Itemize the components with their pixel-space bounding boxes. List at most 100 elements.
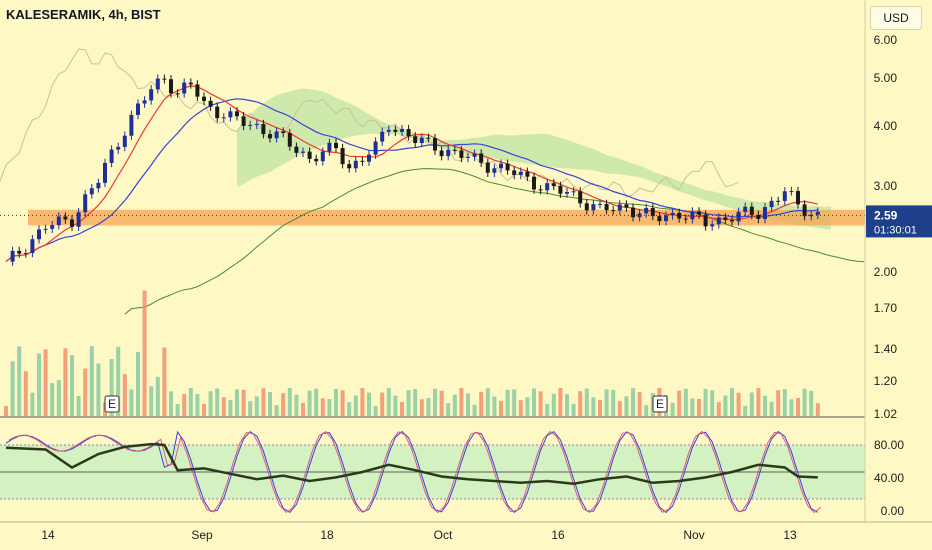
candle-body — [215, 106, 220, 119]
volume-bar — [301, 402, 305, 416]
candle-body — [525, 171, 530, 177]
volume-bar — [472, 404, 477, 416]
volume-bar — [571, 403, 576, 416]
volume-bar — [505, 389, 510, 416]
volume-bar — [499, 400, 503, 416]
candle-body — [683, 218, 688, 220]
currency-button[interactable]: USD — [870, 6, 922, 30]
candle-body — [617, 204, 622, 211]
volume-bar — [466, 393, 470, 416]
candle-body — [76, 212, 81, 227]
volume-bar — [10, 361, 15, 416]
volume-bar — [763, 395, 767, 416]
volume-bar — [446, 403, 451, 416]
candle-body — [30, 239, 35, 254]
volume-bar — [565, 394, 569, 416]
volume-bar — [221, 397, 226, 416]
candle-body — [56, 216, 61, 226]
volume-bar — [340, 390, 345, 416]
volume-bar — [782, 389, 787, 416]
candle-body — [386, 129, 391, 132]
volume-bar — [578, 391, 583, 416]
volume-bar — [631, 388, 635, 416]
volume-bar — [294, 394, 299, 416]
time-tick-label: Sep — [191, 528, 213, 542]
candle-body — [136, 103, 140, 115]
volume-bar — [479, 391, 484, 416]
volume-bar — [426, 398, 431, 416]
candle-body — [241, 116, 246, 126]
candle-body — [353, 160, 358, 169]
candle-body — [360, 160, 365, 162]
candle-body — [406, 129, 411, 137]
volume-bar — [611, 389, 616, 416]
price-tick-label: 4.00 — [874, 119, 898, 133]
candle-body — [307, 151, 312, 159]
volume-bar — [4, 406, 8, 416]
volume-bar — [591, 397, 596, 416]
volume-bar — [175, 404, 180, 416]
candle-body — [202, 96, 206, 101]
candle-body — [796, 191, 800, 205]
candle-body — [604, 203, 609, 211]
candle-body — [763, 207, 767, 219]
candle-body — [545, 183, 550, 191]
candle-body — [155, 78, 160, 90]
candle-body — [637, 213, 642, 218]
volume-bar — [512, 389, 517, 416]
price-tick-label: 2.00 — [874, 265, 898, 279]
candle-body — [631, 207, 635, 218]
earnings-marker-label: E — [656, 397, 664, 411]
price-tick-label: 3.00 — [874, 179, 898, 193]
candle-body — [23, 253, 28, 255]
time-tick-label: 14 — [41, 528, 55, 542]
volume-bar — [809, 390, 814, 416]
volume-bar — [393, 395, 398, 416]
rsi-tick-label: 0.00 — [881, 504, 905, 518]
candle-body — [17, 250, 22, 254]
kijun-line — [5, 98, 818, 263]
volume-bar — [129, 389, 134, 416]
volume-bar — [433, 388, 437, 416]
candle-body — [736, 211, 741, 222]
volume-bar — [287, 388, 292, 416]
volume-bar — [17, 346, 22, 416]
candle-body — [314, 158, 319, 162]
candle-body — [802, 204, 807, 217]
candle-body — [228, 111, 233, 118]
candle-body — [611, 210, 616, 212]
volume-bar — [353, 395, 358, 416]
countdown-value: 01:30:01 — [874, 224, 917, 236]
candle-body — [439, 150, 444, 157]
candle-body — [518, 171, 523, 175]
time-tick-label: 18 — [320, 528, 334, 542]
stoch-d-line — [8, 430, 822, 514]
candle-body — [37, 229, 41, 240]
candle-body — [565, 192, 569, 194]
candle-body — [301, 151, 305, 153]
candle-body — [221, 117, 226, 119]
volume-bar — [683, 388, 688, 416]
volume-bar — [116, 346, 121, 416]
candle-body — [254, 124, 259, 126]
candle-body — [116, 146, 121, 150]
volume-bar — [43, 349, 48, 416]
volume-bar — [63, 348, 68, 416]
volume-bar — [776, 390, 781, 416]
candle-body — [373, 141, 378, 155]
volume-bar — [598, 399, 602, 416]
candle-body — [327, 142, 332, 152]
candle-body — [782, 191, 787, 201]
candle-body — [347, 164, 352, 169]
candle-body — [591, 204, 596, 211]
volume-bar — [730, 388, 734, 416]
volume-bar — [56, 379, 61, 416]
rsi-tick-label: 80.00 — [874, 438, 904, 452]
candle-body — [235, 111, 239, 117]
volume-bar — [241, 389, 246, 416]
price-tick-label: 5.00 — [874, 71, 898, 85]
candle-body — [578, 191, 583, 204]
volume-bar — [162, 347, 167, 416]
